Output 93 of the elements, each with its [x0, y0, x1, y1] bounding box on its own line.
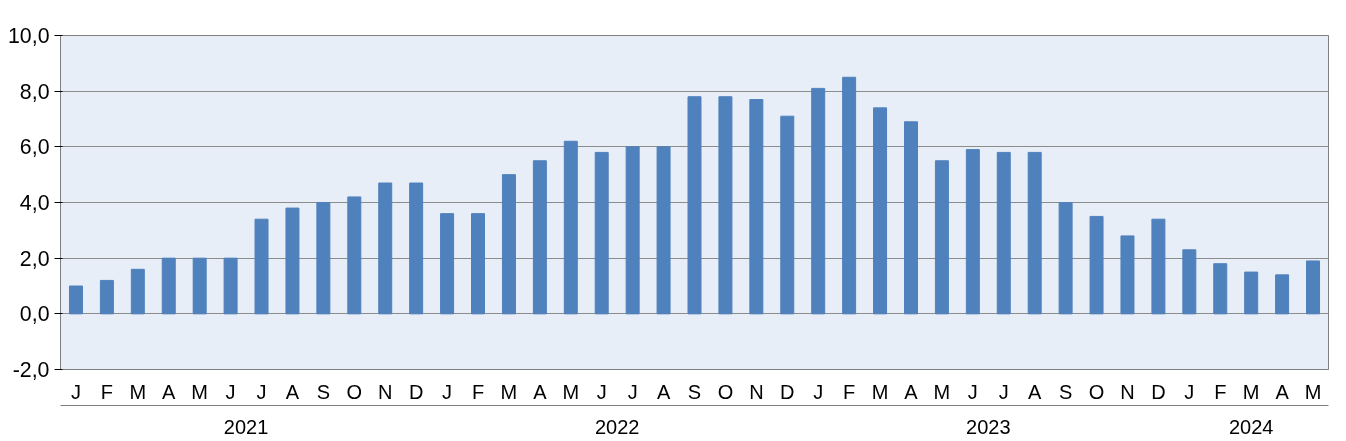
x-tick-label: F: [843, 380, 856, 403]
x-tick-label: A: [1275, 380, 1290, 403]
bar: [625, 146, 640, 315]
bar: [1120, 235, 1135, 315]
x-tick-label: F: [471, 380, 485, 403]
x-tick-label: J: [1184, 380, 1195, 403]
x-tick-label: M: [933, 380, 951, 403]
bar: [594, 151, 609, 315]
bar: [934, 160, 949, 315]
bar: [440, 213, 455, 315]
bar: [130, 268, 145, 315]
bar: [965, 149, 980, 315]
bar: [1027, 151, 1042, 315]
x-tick-label: S: [316, 380, 331, 403]
x-tick-label: N: [1120, 380, 1135, 403]
y-tick-label: 4,0: [19, 191, 50, 215]
x-tick-label: S: [687, 380, 702, 403]
y-tick-label: -2,0: [12, 358, 50, 382]
x-tick-label: M: [191, 380, 209, 403]
x-tick-label: O: [346, 380, 363, 403]
x-tick-label: J: [627, 380, 638, 403]
bar: [780, 115, 795, 315]
bar: [285, 207, 300, 315]
x-tick-label: O: [1088, 380, 1105, 403]
bar: [161, 257, 176, 315]
y-tick-label: 8,0: [19, 79, 50, 104]
text: 2022: [594, 415, 640, 438]
bar: [1151, 218, 1166, 315]
bar: [563, 140, 578, 315]
bar: [68, 285, 83, 315]
bar: [873, 107, 888, 315]
x-tick-label: J: [813, 380, 824, 403]
x-tick-label: A: [1028, 380, 1043, 403]
bar: [532, 160, 547, 315]
bar: [1089, 215, 1104, 315]
bar: [811, 87, 826, 315]
bar: [223, 257, 238, 315]
bar: [1275, 274, 1290, 315]
x-tick-label: N: [378, 380, 393, 403]
x-tick-label: A: [162, 380, 177, 403]
x-tick-label: M: [500, 380, 518, 403]
x-tick-label: M: [1304, 380, 1322, 403]
bar: [1213, 263, 1228, 315]
bar: [749, 99, 764, 315]
bar: [471, 213, 486, 315]
bar: [378, 182, 393, 315]
x-tick-label: J: [256, 380, 267, 403]
x-tick-label: J: [225, 380, 236, 403]
bar: [996, 151, 1011, 315]
bar: [99, 279, 114, 315]
text: 2023: [966, 415, 1011, 438]
bar: [347, 196, 362, 315]
x-tick-label: O: [717, 380, 734, 403]
y-tick-label: 10,0: [7, 24, 50, 48]
bar: [409, 182, 424, 315]
y-tick-label: 2,0: [19, 246, 50, 271]
bar: [687, 96, 702, 315]
x-tick-label: J: [596, 380, 607, 403]
bar: [1058, 202, 1073, 315]
bar: [1182, 249, 1197, 315]
x-tick-label: M: [129, 380, 147, 403]
x-tick-label: D: [1151, 380, 1166, 403]
x-tick-label: F: [100, 380, 113, 403]
bar: [254, 218, 269, 315]
x-tick-label: S: [1058, 380, 1073, 403]
bar: [718, 96, 733, 315]
x-tick-label: N: [749, 380, 764, 403]
x-tick-label: A: [533, 380, 548, 403]
x-tick-label: J: [442, 380, 453, 403]
x-tick-label: F: [1214, 380, 1227, 403]
x-tick-label: D: [408, 380, 424, 403]
y-tick-label: 0,0: [19, 302, 50, 327]
x-tick-label: M: [871, 380, 889, 403]
x-tick-label: A: [904, 380, 919, 403]
bar: [192, 257, 207, 315]
bar: [1244, 271, 1259, 315]
x-tick-label: J: [998, 380, 1009, 403]
x-tick-label: M: [562, 380, 580, 403]
bar: [1306, 260, 1321, 315]
bar: [842, 76, 857, 315]
y-tick-label: 6,0: [19, 135, 50, 160]
bar: [903, 121, 918, 315]
x-tick-label: M: [1242, 380, 1260, 403]
text: 2021: [223, 415, 269, 438]
x-tick-label: D: [780, 380, 795, 403]
bar: [656, 146, 671, 315]
bar: [316, 202, 331, 315]
x-tick-label: A: [656, 380, 671, 403]
bar: [501, 174, 516, 315]
x-tick-label: J: [70, 380, 81, 403]
x-tick-label: J: [967, 380, 978, 403]
text: 2024: [1228, 415, 1274, 438]
x-tick-label: A: [285, 380, 300, 403]
